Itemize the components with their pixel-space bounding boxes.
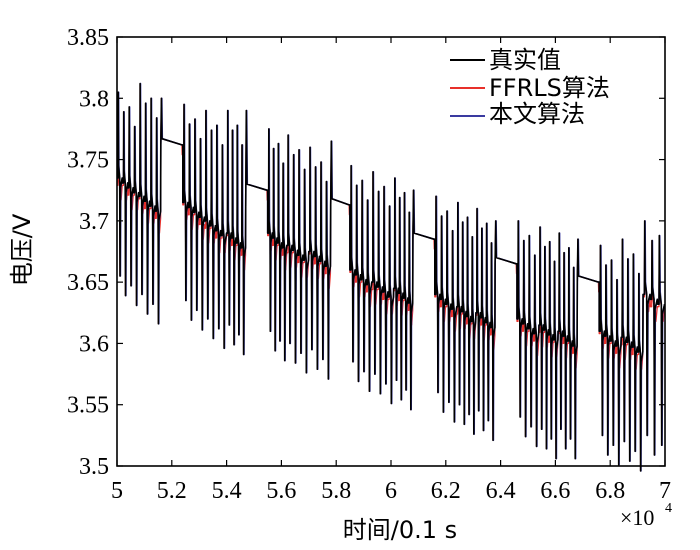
x-tick-label: 5.6 (266, 478, 296, 504)
x-tick-label: 6.4 (486, 478, 516, 504)
x-tick-label: 6.2 (431, 478, 461, 504)
x-tick-label: 5.2 (157, 478, 187, 504)
y-tick-label: 3.7 (79, 209, 109, 235)
y-tick-label: 3.55 (67, 393, 109, 419)
y-tick-label: 3.8 (79, 86, 109, 112)
x-axis-title: 时间/0.1 s (343, 516, 457, 544)
y-tick-label: 3.65 (67, 270, 109, 296)
y-tick-label: 3.85 (67, 25, 109, 51)
legend-label-proposed: 本文算法 (489, 100, 585, 128)
x-multiplier-exponent: 4 (665, 501, 672, 516)
y-tick-label: 3.5 (79, 454, 109, 480)
plot-lines (117, 82, 666, 472)
x-tick-label: 6 (385, 478, 397, 504)
legend-label-ffrls: FFRLS算法 (489, 74, 610, 102)
x-multiplier-label: ×10 (620, 505, 654, 530)
x-tick-label: 5.4 (212, 478, 242, 504)
legend-label-true-value: 真实值 (489, 46, 561, 74)
series-line-true (117, 82, 666, 472)
x-tick-label: 5 (111, 478, 123, 504)
x-tick-label: 5.8 (321, 478, 351, 504)
y-tick-label: 3.6 (79, 331, 109, 357)
x-tick-label: 7 (659, 478, 671, 504)
x-ticks: 5 5.2 5.4 5.6 5.8 6 6.2 6.4 6.6 6.8 7 (111, 37, 671, 504)
legend: 真实值 FFRLS算法 本文算法 (450, 46, 610, 128)
y-tick-label: 3.75 (67, 148, 109, 174)
x-tick-label: 6.8 (595, 478, 625, 504)
x-tick-label: 6.6 (540, 478, 570, 504)
y-axis-title: 电压/V (8, 213, 36, 286)
y-ticks: 3.5 3.55 3.6 3.65 3.7 3.75 3.8 3.85 (67, 25, 665, 480)
